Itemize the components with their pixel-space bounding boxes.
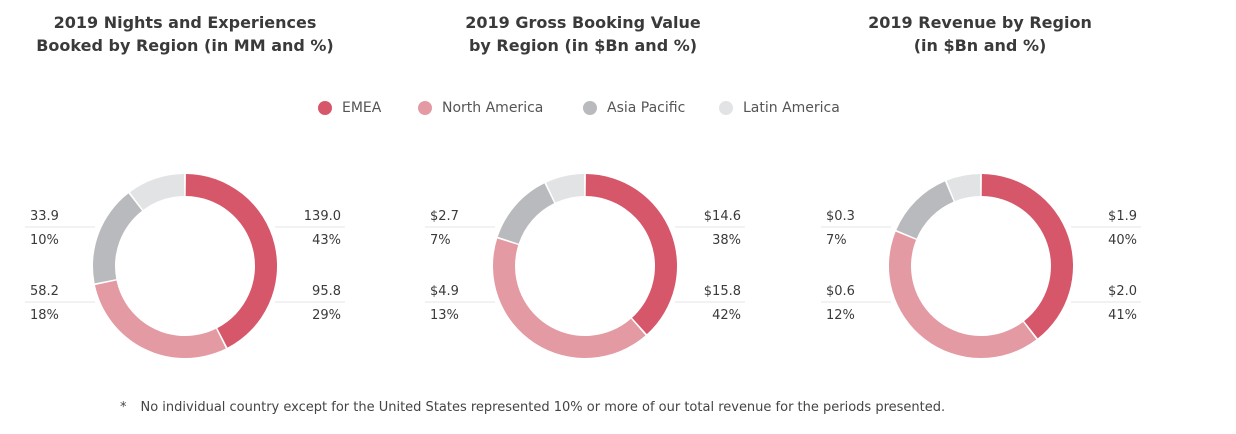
percent-label-latin-america: 7% (430, 233, 451, 248)
percent-label-north-america: 42% (712, 308, 741, 323)
percent-label-latin-america: 10% (30, 233, 59, 248)
percent-label-north-america: 29% (312, 308, 341, 323)
legend-label: Asia Pacific (607, 100, 686, 116)
chart-title-line: 2019 Nights and Experiences (53, 13, 317, 32)
chart-title-line: 2019 Revenue by Region (868, 13, 1092, 32)
chart-title-nights: 2019 Nights and Experiences Booked by Re… (25, 11, 345, 57)
percent-label-emea: 38% (712, 233, 741, 248)
legend-label: EMEA (342, 100, 382, 116)
donut-slice-latin-america (946, 174, 981, 202)
legend-swatch-emea (318, 101, 332, 115)
chart-title-gbv: 2019 Gross Booking Value by Region (in $… (423, 11, 743, 57)
value-label-emea: $14.6 (704, 209, 741, 224)
value-label-asia-pacific: $0.6 (826, 284, 855, 299)
donut-slice-latin-america (129, 174, 185, 210)
donut-slice-emea (585, 174, 677, 335)
value-label-latin-america: $0.3 (826, 209, 855, 224)
percent-label-asia-pacific: 13% (430, 308, 459, 323)
donut-slice-north-america (95, 280, 226, 358)
legend-item-asia-pacific: Asia Pacific (583, 98, 685, 118)
percent-label-emea: 40% (1108, 233, 1137, 248)
chart-legend: EMEA North America Asia Pacific Latin Am… (0, 98, 1236, 118)
value-label-emea: 139.0 (304, 209, 341, 224)
donut-slice-asia-pacific (896, 181, 954, 239)
donut-slice-emea (185, 174, 278, 348)
footnote-marker: * (120, 400, 127, 415)
value-label-north-america: 95.8 (312, 284, 341, 299)
value-label-asia-pacific: $4.9 (430, 284, 459, 299)
donut-slice-asia-pacific (497, 183, 555, 244)
donut-slice-latin-america (546, 174, 585, 203)
value-label-north-america: $15.8 (704, 284, 741, 299)
value-label-north-america: $2.0 (1108, 284, 1137, 299)
percent-label-emea: 43% (312, 233, 341, 248)
footnote: * No individual country except for the Un… (120, 400, 1120, 415)
legend-label: North America (442, 100, 544, 116)
percent-label-north-america: 41% (1108, 308, 1137, 323)
donut-slice-emea (981, 174, 1074, 339)
percent-label-asia-pacific: 12% (826, 308, 855, 323)
chart-title-line: Booked by Region (in MM and %) (36, 36, 334, 55)
percent-label-asia-pacific: 18% (30, 308, 59, 323)
footnote-text: No individual country except for the Uni… (140, 400, 946, 415)
legend-item-north-america: North America (418, 98, 543, 118)
value-label-emea: $1.9 (1108, 209, 1137, 224)
value-label-latin-america: $2.7 (430, 209, 459, 224)
value-label-asia-pacific: 58.2 (30, 284, 59, 299)
chart-title-line: 2019 Gross Booking Value (465, 13, 701, 32)
legend-swatch-north-america (418, 101, 432, 115)
chart-title-line: (in $Bn and %) (913, 36, 1047, 55)
percent-label-latin-america: 7% (826, 233, 847, 248)
legend-swatch-latin-america (719, 101, 733, 115)
donut-slice-north-america (492, 238, 646, 359)
chart-title-line: by Region (in $Bn and %) (468, 36, 698, 55)
chart-title-revenue: 2019 Revenue by Region (in $Bn and %) (820, 11, 1140, 57)
legend-label: Latin America (743, 100, 840, 116)
donut-slice-asia-pacific (93, 193, 142, 284)
legend-swatch-asia-pacific (583, 101, 597, 115)
donut-slice-north-america (889, 231, 1037, 359)
value-label-latin-america: 33.9 (30, 209, 59, 224)
legend-item-latin-america: Latin America (719, 98, 840, 118)
legend-item-emea: EMEA (318, 98, 381, 118)
